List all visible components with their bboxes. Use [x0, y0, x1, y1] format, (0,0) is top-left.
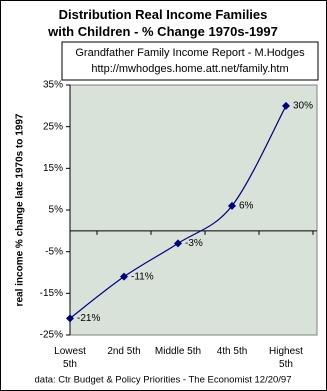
data-label: -11%	[131, 271, 154, 282]
subtitle: http://mwhodges.home.att.net/family.htm	[91, 63, 288, 75]
subtitle: Grandfather Family Income Report - M.Hod…	[75, 47, 305, 59]
data-point	[228, 201, 236, 210]
chart-title: Distribution Real Income Families with C…	[48, 7, 278, 39]
y-tick-label: 5%	[49, 205, 64, 216]
data-point	[66, 314, 74, 323]
data-point	[282, 101, 290, 110]
data-label: -21%	[77, 313, 100, 324]
y-tick-label: 25%	[43, 121, 63, 132]
data-label: -3%	[185, 238, 203, 249]
source-note: data: Ctr Budget & Policy Priorities - T…	[35, 375, 292, 386]
data-label: 6%	[239, 200, 254, 211]
subtitle-box	[61, 41, 319, 81]
y-tick-label: -15%	[40, 288, 63, 299]
x-tick-label: Middle 5th	[154, 346, 202, 357]
plot-area	[69, 84, 318, 336]
x-tick-label: Highest 5th	[269, 346, 303, 370]
y-tick-label: -5%	[45, 246, 63, 257]
data-point	[120, 272, 128, 281]
data-point	[174, 239, 182, 248]
y-tick-label: 35%	[43, 80, 63, 91]
x-tick-label: 2nd 5th	[107, 346, 141, 357]
data-label: 30%	[293, 100, 313, 111]
x-tick-label: 4th 5th	[216, 346, 248, 357]
x-tick-label: Lowest 5th	[54, 346, 86, 370]
y-axis-label: real income % change late 1970s to 1997	[15, 113, 26, 306]
y-tick-label: -25%	[40, 330, 63, 341]
data-line	[69, 105, 287, 319]
y-tick-label: 15%	[43, 163, 63, 174]
